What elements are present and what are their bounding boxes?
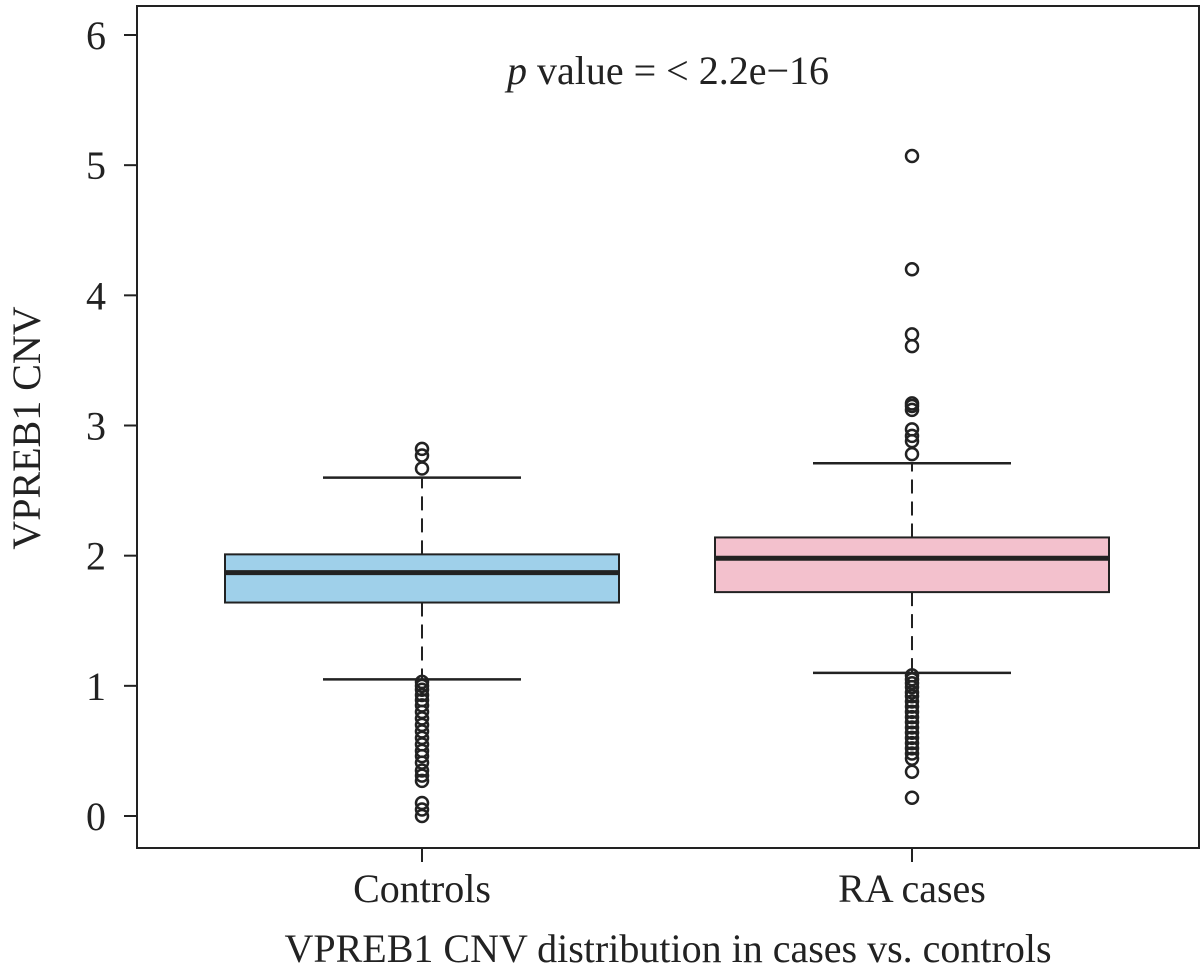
outlier-point [904,688,920,704]
outlier-point [414,461,430,476]
outlier-point [904,428,920,444]
outlier-point [904,709,920,725]
outlier-point [904,735,920,751]
outlier-point [904,262,920,277]
y-tick-label: 0 [86,794,106,839]
outlier-point [904,746,920,761]
outlier-point [904,715,920,730]
outlier-point [414,687,430,703]
boxes [224,148,1110,824]
x-axis-label: VPREB1 CNV distribution in cases vs. con… [284,926,1051,971]
y-axis: 0 1 2 3 4 5 6 [86,13,137,839]
box-controls [224,441,620,824]
y-tick-label: 5 [86,143,106,188]
outlier-point [904,741,920,756]
outlier-point [904,679,920,695]
x-tick-label: Controls [353,866,491,911]
box-iqr [224,553,620,604]
p-value-text: value = < 2.2e−16 [527,48,829,93]
x-axis: Controls RA cases [353,848,986,911]
y-tick-label: 6 [86,13,106,58]
y-tick-label: 1 [86,664,106,709]
y-tick-label: 2 [86,534,106,579]
outlier-point [904,694,920,709]
outlier-point [904,402,920,418]
p-value-annotation: p value = < 2.2e−16 [504,48,829,93]
outlier-point [414,763,430,778]
plot-frame [136,5,1200,849]
outlier-point [414,748,430,764]
y-tick-label: 3 [86,404,106,449]
outlier-point [904,327,920,342]
outlier-point [904,446,920,462]
outlier-point [414,773,430,789]
outlier-point [414,808,430,824]
outlier-point [904,148,920,164]
outlier-point [414,802,430,817]
outlier-point [904,699,920,714]
outlier-point [414,682,430,697]
outlier-point [904,704,920,720]
outlier-point [414,441,430,457]
outlier-point [904,790,920,806]
outlier-point [904,764,920,779]
outlier-point [904,338,920,354]
y-axis-label: VPREB1 CNV [4,306,49,549]
x-tick-label: RA cases [838,866,986,911]
y-tick-label: 4 [86,273,106,318]
box-iqr [714,536,1110,594]
outlier-point [904,725,920,740]
outlier-point [904,730,920,746]
p-italic: p [504,48,527,93]
outlier-point [414,768,430,783]
box-ra-cases [714,148,1110,806]
outlier-point [904,720,920,735]
